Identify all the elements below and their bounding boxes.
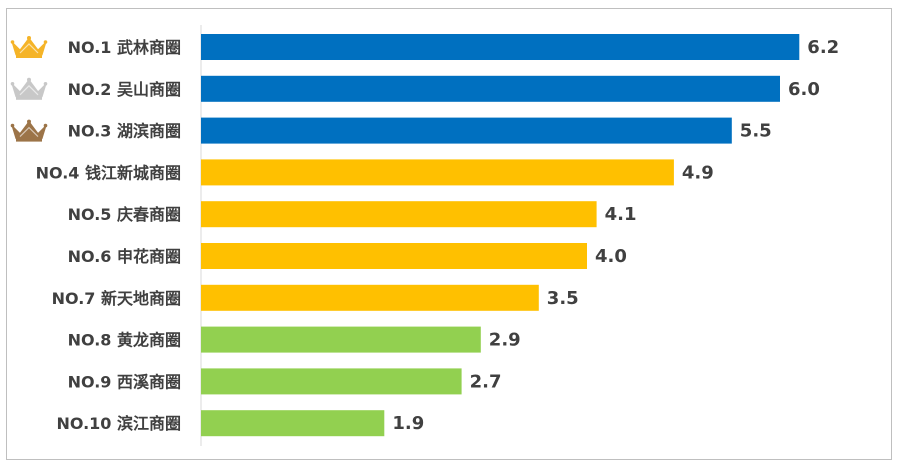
category-label-8: NO.8 黄龙商圈: [68, 331, 181, 350]
category-label-6: NO.6 申花商圈: [68, 247, 181, 266]
bar-8: [201, 326, 481, 353]
value-label-10: 1.9: [392, 413, 424, 434]
bar-5: [201, 201, 597, 228]
bronze-crown-icon: [10, 119, 48, 142]
bar-1: [201, 34, 800, 60]
bar-4: [201, 159, 674, 186]
category-label-4: NO.4 钱江新城商圈: [36, 163, 181, 182]
gold-crown-icon: [10, 36, 48, 58]
bar-10: [201, 410, 385, 437]
bar-6: [201, 243, 587, 269]
value-label-6: 4.0: [595, 246, 627, 267]
bar-3: [201, 117, 732, 144]
category-label-3: NO.3 湖滨商圈: [68, 122, 181, 141]
value-label-7: 3.5: [547, 288, 579, 309]
category-label-5: NO.5 庆春商圈: [68, 205, 181, 224]
value-label-8: 2.9: [489, 330, 521, 351]
value-label-5: 4.1: [605, 204, 637, 225]
bar-2: [201, 75, 780, 102]
value-label-9: 2.7: [470, 371, 502, 392]
bar-7: [201, 284, 539, 311]
category-label-10: NO.10 滨江商圈: [56, 414, 181, 433]
bar-9: [201, 368, 462, 395]
value-label-4: 4.9: [682, 162, 714, 183]
value-label-2: 6.0: [788, 79, 820, 100]
value-label-3: 5.5: [740, 121, 772, 142]
silver-crown-icon: [10, 77, 48, 100]
category-label-1: NO.1 武林商圈: [68, 38, 181, 57]
value-label-1: 6.2: [807, 37, 839, 58]
category-label-7: NO.7 新天地商圈: [52, 289, 181, 308]
category-label-2: NO.2 吴山商圈: [68, 80, 181, 99]
category-label-9: NO.9 西溪商圈: [68, 372, 181, 391]
